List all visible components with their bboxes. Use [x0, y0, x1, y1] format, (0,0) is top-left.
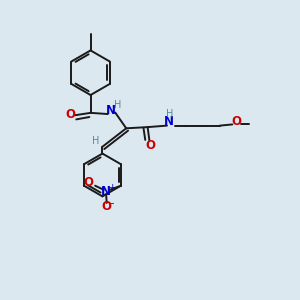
Text: O: O	[84, 176, 94, 189]
Text: O: O	[232, 115, 242, 128]
Text: H: H	[92, 136, 100, 146]
Text: H: H	[114, 100, 122, 110]
Text: N: N	[106, 104, 116, 117]
Text: O: O	[146, 139, 156, 152]
Text: -: -	[110, 197, 114, 210]
Text: H: H	[166, 109, 173, 119]
Text: O: O	[102, 200, 112, 213]
Text: +: +	[108, 183, 115, 192]
Text: N: N	[101, 184, 111, 197]
Text: O: O	[65, 107, 75, 121]
Text: N: N	[164, 115, 174, 128]
